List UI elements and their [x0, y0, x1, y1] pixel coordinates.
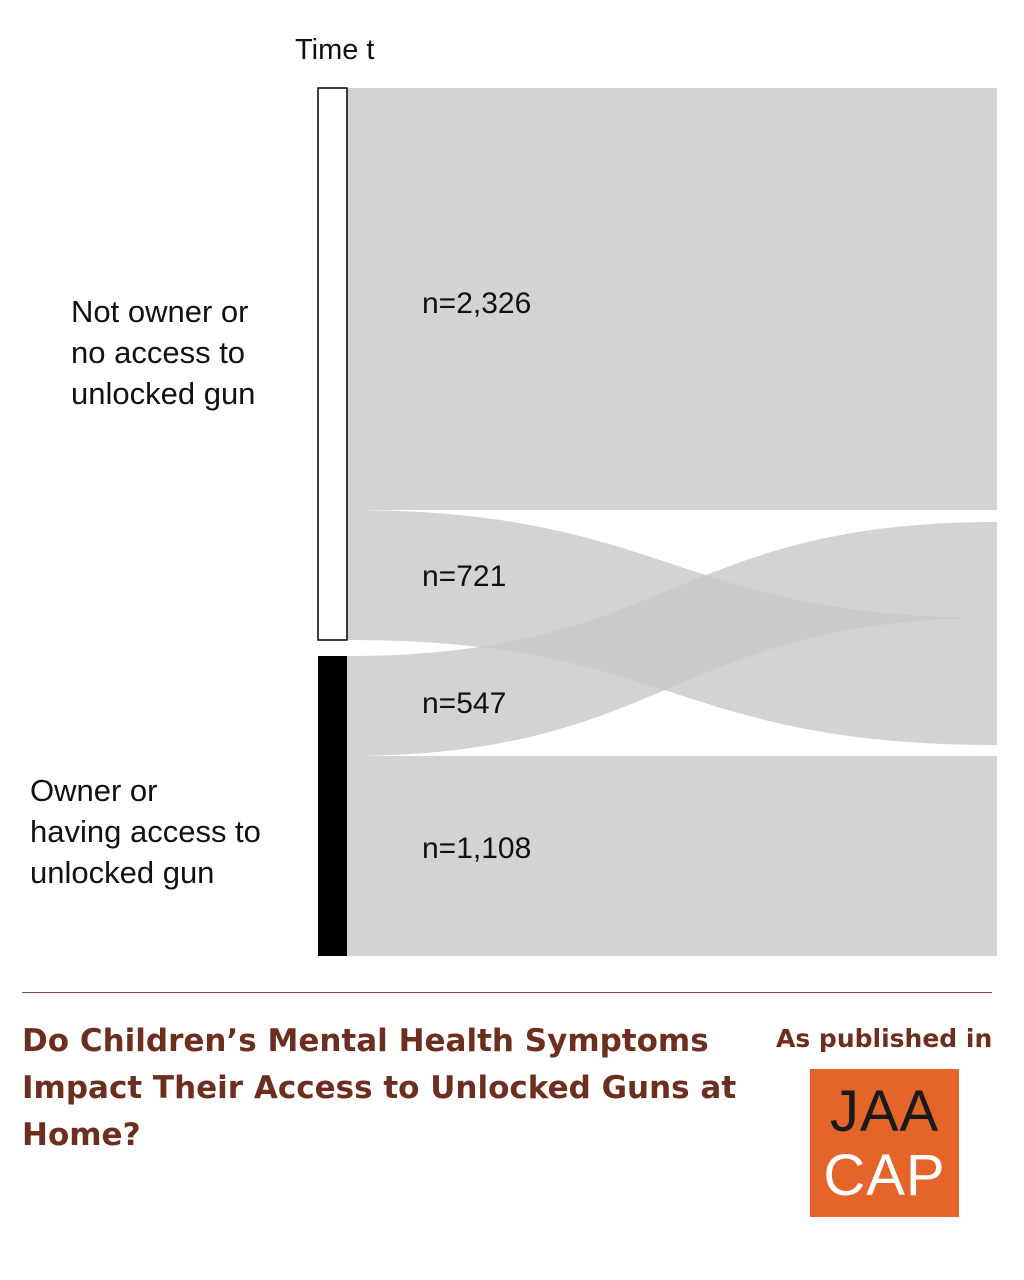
flow-not-owner-to-not-owner: [347, 88, 997, 510]
node-label-line: Not owner or: [71, 294, 249, 329]
headline-line: Home?: [22, 1117, 141, 1153]
published-in-label: As published in: [776, 1024, 993, 1053]
headline-line: Do Children’s Mental Health Symptoms: [22, 1023, 709, 1059]
headline-line: Impact Their Access to Unlocked Guns at: [22, 1070, 737, 1106]
logo-text-bottom: CAP: [823, 1143, 946, 1208]
flow-count-to-owner: n=721: [422, 560, 507, 593]
footer-divider: [22, 992, 992, 993]
node-label-line: unlocked gun: [71, 376, 256, 411]
node-label-line: Owner or: [30, 773, 158, 808]
jaacap-logo: JAA CAP: [810, 1069, 959, 1217]
node-not-owner: [317, 87, 348, 641]
node-label-not-owner: Not owner or no access to unlocked gun: [71, 291, 255, 414]
time-label: Time t: [295, 34, 375, 66]
node-label-line: unlocked gun: [30, 855, 215, 890]
node-label-line: having access to: [30, 814, 261, 849]
flow-count-stay-not-owner: n=2,326: [422, 287, 532, 320]
node-owner: [318, 656, 347, 956]
flow-count-to-not-owner: n=547: [422, 687, 507, 720]
article-headline: Do Children’s Mental Health Symptoms Imp…: [22, 1018, 742, 1159]
logo-text-top: JAA: [829, 1079, 940, 1144]
flow-owner-to-not-owner: [347, 522, 997, 756]
node-label-owner: Owner or having access to unlocked gun: [30, 770, 261, 893]
sankey-diagram: [317, 87, 997, 956]
flow-owner-to-owner: [347, 756, 997, 956]
node-label-line: no access to: [71, 335, 246, 370]
flow-count-stay-owner: n=1,108: [422, 832, 532, 865]
